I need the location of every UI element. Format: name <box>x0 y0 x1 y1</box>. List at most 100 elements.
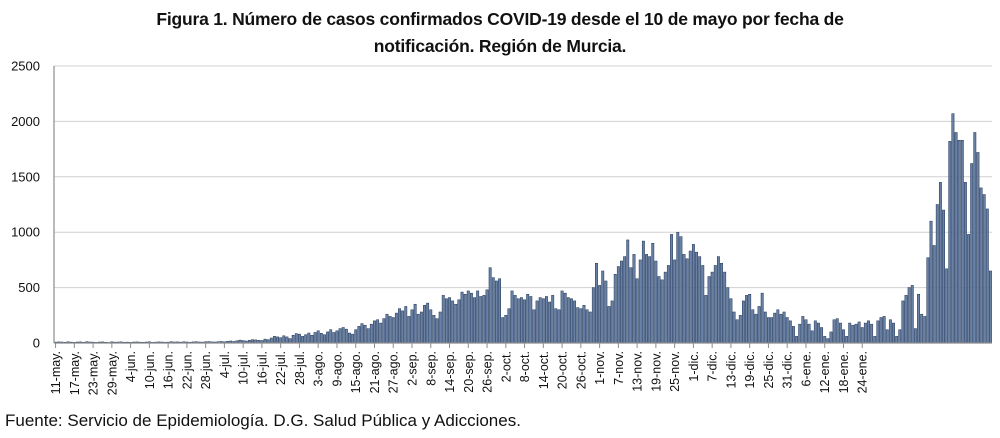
bar <box>985 208 989 344</box>
bar <box>920 313 924 344</box>
bar <box>326 331 330 344</box>
bar <box>792 326 795 344</box>
bar <box>351 333 355 344</box>
bar <box>338 328 342 344</box>
x-tick-label: 13-nov. <box>631 351 645 392</box>
x-tick-label: 27-ago. <box>387 351 401 393</box>
bar <box>460 291 464 344</box>
bar <box>873 336 877 344</box>
bar <box>945 268 949 344</box>
bar <box>726 287 730 344</box>
bar <box>304 334 308 344</box>
bar <box>529 296 533 344</box>
bar <box>648 256 652 344</box>
bar <box>729 298 733 344</box>
bar <box>713 265 717 344</box>
bar <box>385 313 389 344</box>
bar <box>876 320 880 344</box>
bar <box>579 308 583 344</box>
bar <box>813 320 817 344</box>
bar <box>463 293 467 344</box>
bar <box>679 236 683 344</box>
x-tick-label: 21-ago. <box>368 351 382 393</box>
bar <box>279 337 283 344</box>
bar <box>848 322 852 344</box>
bar <box>788 320 792 344</box>
x-tick-label: 18-ene. <box>837 351 851 393</box>
bar <box>591 287 595 344</box>
x-tick-label: 29-may. <box>105 351 119 395</box>
bar <box>582 305 586 344</box>
bar <box>560 290 564 344</box>
bar <box>929 220 933 344</box>
bar <box>632 254 636 344</box>
bar <box>823 336 827 344</box>
bar <box>294 333 298 344</box>
bar <box>416 313 420 344</box>
bar <box>935 204 939 344</box>
bar <box>948 141 952 344</box>
bar <box>892 322 895 344</box>
bar <box>913 328 917 344</box>
bar <box>838 322 842 344</box>
x-tick-label: 24-ene. <box>856 351 870 393</box>
bar <box>610 300 614 344</box>
bar <box>954 132 958 344</box>
bar <box>532 309 536 344</box>
bar <box>488 267 492 344</box>
x-tick-label: 9-ago. <box>330 351 344 386</box>
bar <box>444 298 448 344</box>
y-tick-label: 1000 <box>11 225 40 240</box>
bar <box>363 325 367 344</box>
bar <box>620 260 623 344</box>
bar <box>820 327 824 344</box>
bar <box>704 295 708 344</box>
bar <box>976 152 980 344</box>
bar <box>738 315 742 344</box>
bar <box>535 300 539 344</box>
bar <box>982 194 986 344</box>
bar <box>541 298 545 344</box>
bar <box>379 322 383 344</box>
bar <box>473 297 476 344</box>
bar <box>423 305 426 344</box>
bar <box>854 323 858 344</box>
x-tick-label: 3-ago. <box>312 351 326 386</box>
bar <box>651 243 655 344</box>
bar <box>973 132 977 344</box>
bar <box>469 292 473 344</box>
y-tick-label: 1500 <box>11 169 40 184</box>
bar <box>988 270 992 344</box>
bar <box>773 312 777 344</box>
bar <box>373 320 376 344</box>
bar <box>485 289 489 344</box>
bar <box>419 311 423 344</box>
x-tick-label: 28-jul. <box>293 351 307 385</box>
bar <box>810 330 814 344</box>
x-tick-label: 20-oct. <box>556 351 570 389</box>
bar <box>513 295 517 344</box>
bar <box>888 319 892 344</box>
bar <box>366 328 370 344</box>
bar <box>607 306 611 344</box>
x-tick-label: 10-jun. <box>143 351 157 389</box>
x-tick-label: 26-oct. <box>574 351 588 389</box>
bar <box>448 297 451 344</box>
bar <box>323 334 326 344</box>
bar <box>867 320 870 344</box>
bar <box>376 319 380 344</box>
bar <box>269 337 273 344</box>
bar <box>723 271 727 344</box>
bar <box>595 262 598 344</box>
bar <box>901 300 905 344</box>
bar <box>344 328 348 344</box>
bar <box>629 267 633 344</box>
bar <box>720 262 723 344</box>
bar <box>845 336 849 344</box>
bar <box>341 327 345 344</box>
bar <box>898 329 902 344</box>
bar <box>516 298 520 344</box>
bar <box>573 300 577 344</box>
bar <box>904 295 908 344</box>
bar <box>585 309 589 344</box>
